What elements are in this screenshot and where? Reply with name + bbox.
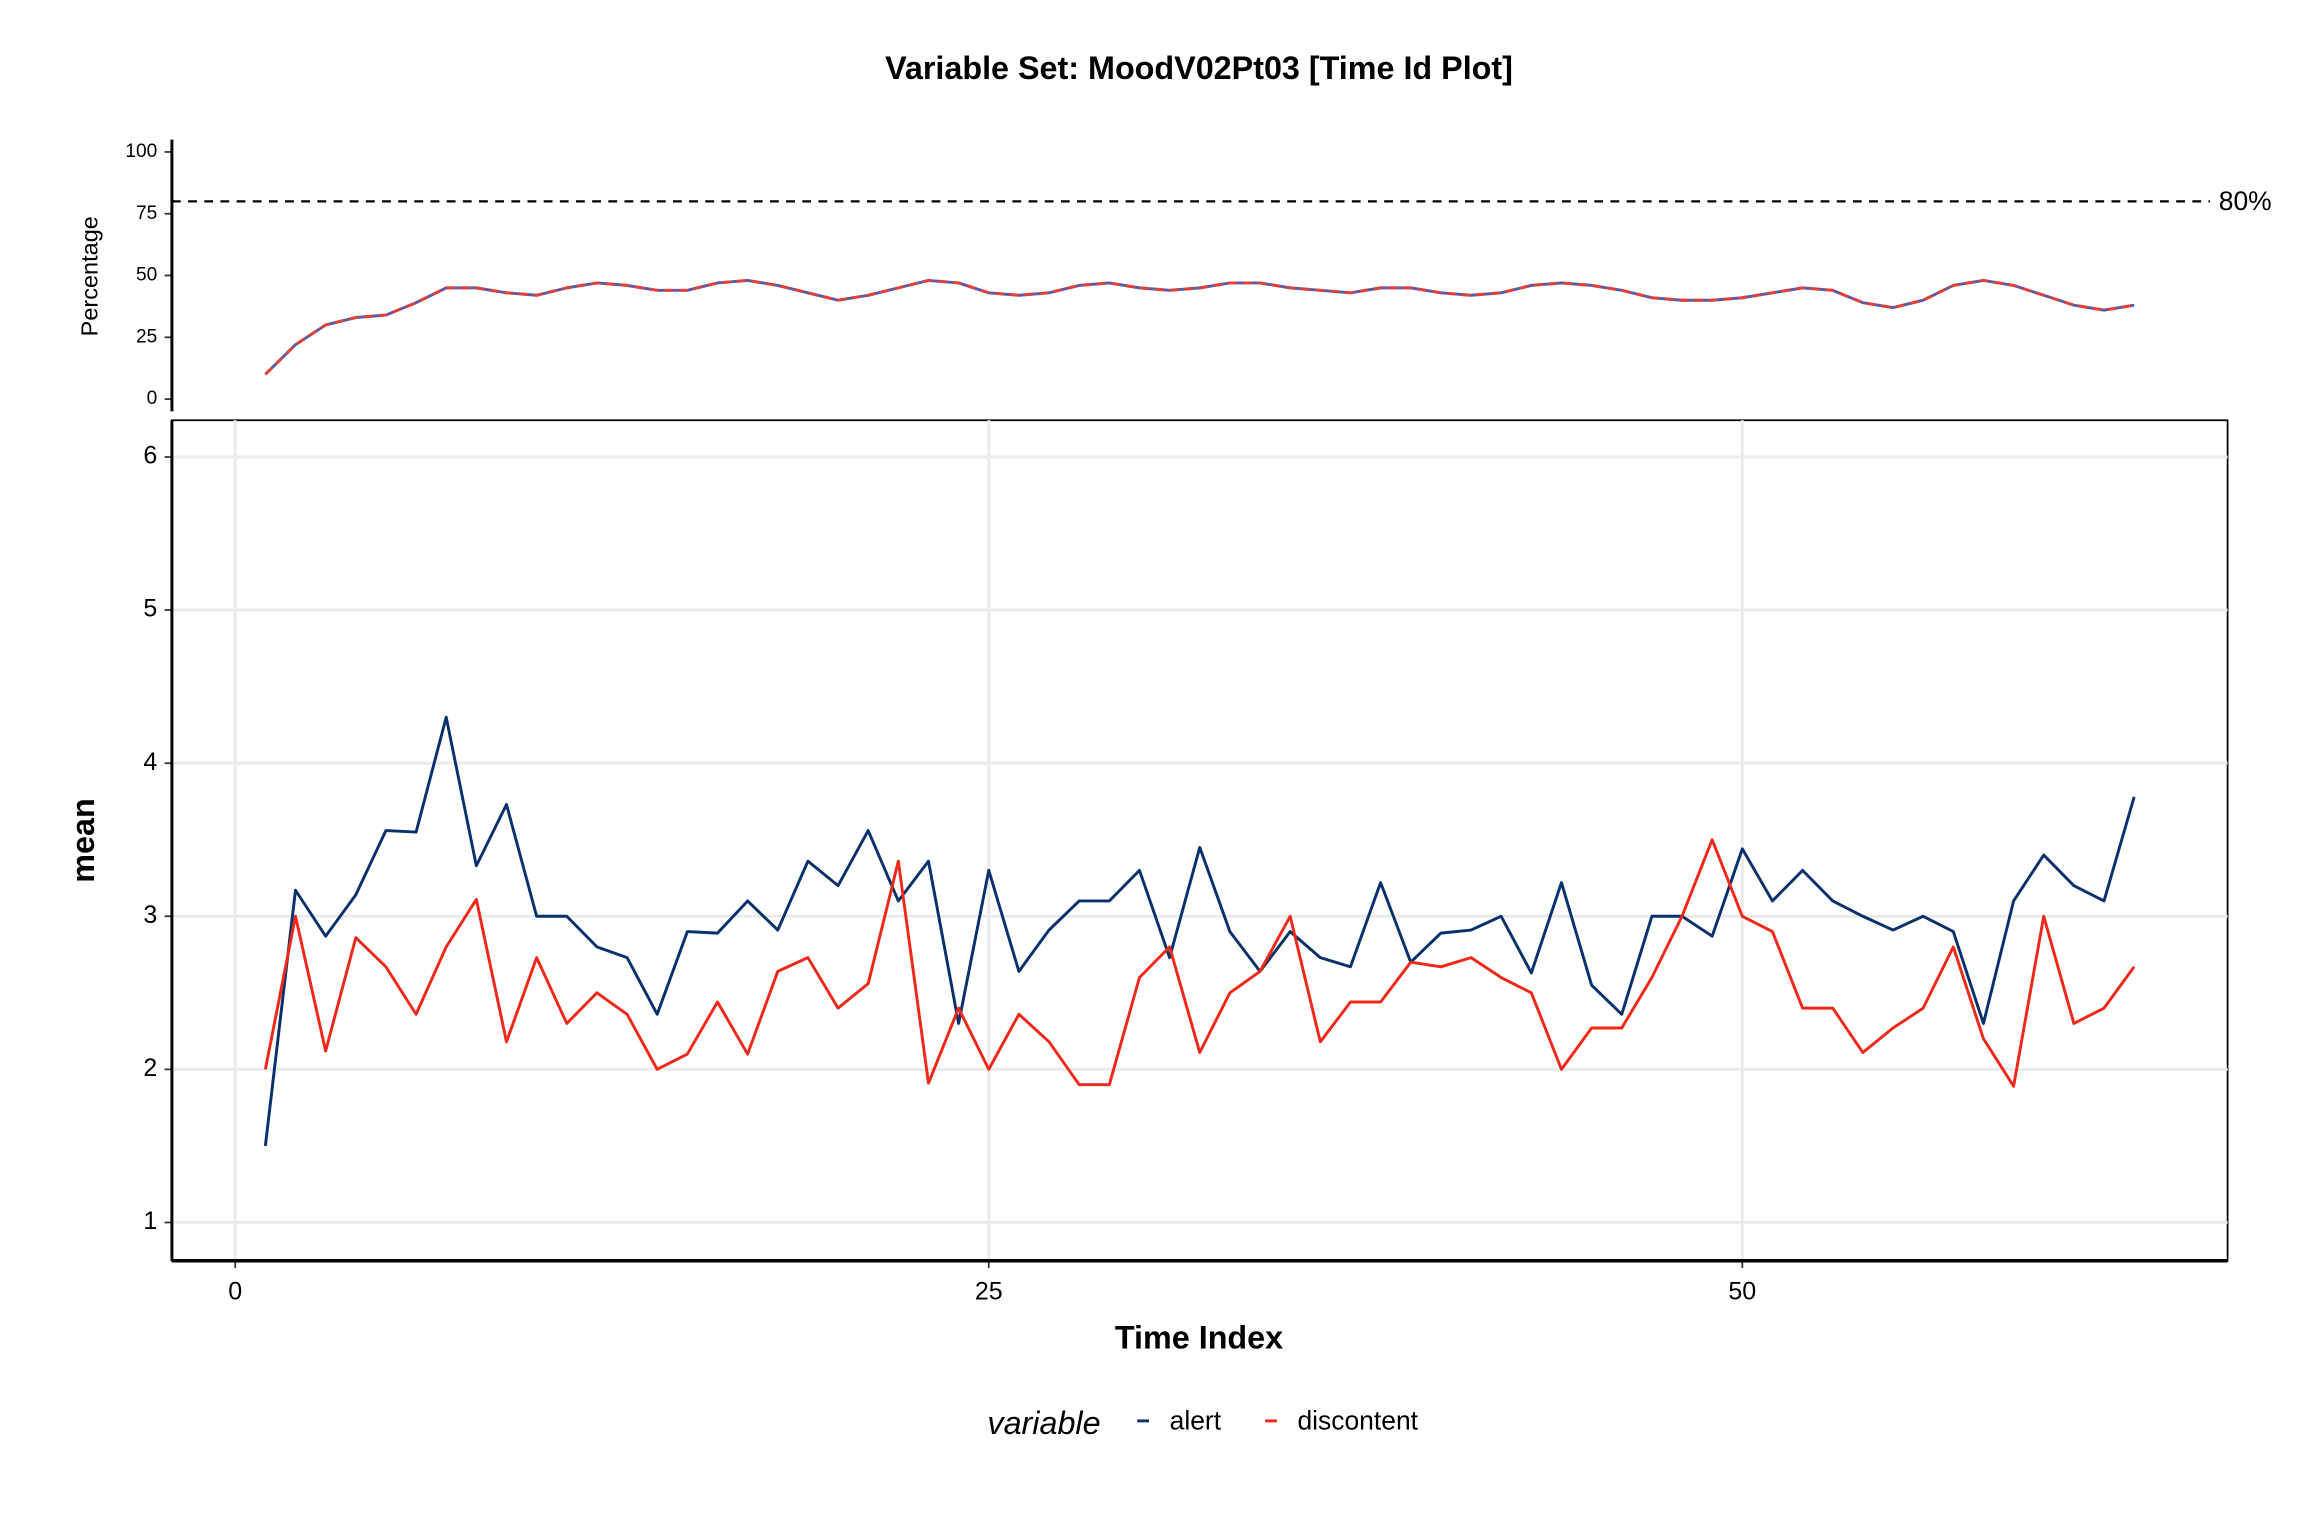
y-tick-label: 3 [143, 901, 157, 929]
y-axis-label: mean [65, 798, 101, 882]
chart-title: Variable Set: MoodV02Pt03 [Time Id Plot] [885, 50, 1513, 86]
y-tick-label: 5 [143, 595, 157, 623]
legend-label: discontent [1297, 1405, 1418, 1435]
y-tick-label: 25 [136, 326, 157, 347]
x-tick-label: 0 [228, 1278, 242, 1306]
y-tick-label: 2 [143, 1054, 157, 1082]
legend-title: variable [987, 1405, 1100, 1441]
y-tick-label: 0 [147, 388, 158, 409]
y-tick-label: 100 [125, 141, 157, 162]
y-tick-label: 1 [143, 1207, 157, 1235]
reference-label: 80% [2219, 186, 2272, 216]
x-axis-label: Time Index [1115, 1320, 1283, 1356]
y-tick-label: 4 [143, 748, 157, 776]
series-line [263, 715, 2136, 1147]
x-tick-label: 25 [975, 1278, 1003, 1306]
plot-panel [171, 419, 2229, 1262]
y-axis-label: Percentage [76, 216, 102, 336]
legend-label: alert [1170, 1405, 1222, 1435]
x-tick-label: 50 [1728, 1278, 1756, 1306]
series-line [263, 838, 2136, 1088]
y-tick-label: 6 [143, 442, 157, 470]
y-tick-label: 75 [136, 203, 157, 224]
series-line [264, 278, 2135, 376]
y-tick-label: 50 [136, 265, 157, 286]
